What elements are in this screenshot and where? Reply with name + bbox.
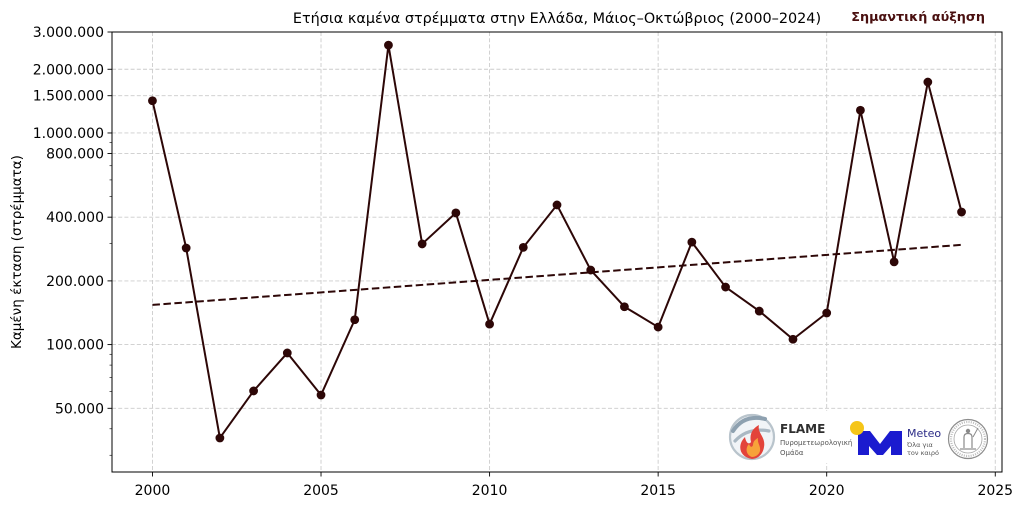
flame-logo-icon (728, 413, 776, 461)
data-point-2002 (215, 433, 225, 443)
y-tick-label: 400.000 (46, 210, 104, 226)
meteo-logo-name: Meteo (907, 427, 941, 440)
data-point-2005 (316, 390, 326, 400)
data-point-2001 (181, 243, 191, 253)
data-point-2000 (148, 96, 157, 106)
x-tick-label: 2020 (809, 483, 845, 499)
trend-line-group (152, 243, 962, 306)
data-point-2003 (249, 386, 258, 396)
data-point-2009 (451, 208, 461, 218)
trend-significance-badge: Σημαντική αύξηση (851, 10, 985, 25)
meteo-logo-tagline-line2: τον καιρό (907, 449, 939, 457)
seal-figure-head (965, 428, 971, 434)
x-tick-label: 2025 (977, 483, 1013, 499)
flame-logo-subtitle-line1: Πυρομετεωρολογική (780, 439, 852, 447)
data-point-2011 (518, 242, 528, 252)
trend-line (152, 243, 962, 306)
flame-logo-wind-arc (733, 428, 771, 443)
flame-logo-fire-core (746, 438, 761, 457)
data-point-2007 (384, 40, 393, 50)
data-point-2019 (788, 334, 798, 344)
logos: FLAME Πυρομετεωρολογική Ομάδα Meteo Όλα … (727, 411, 989, 463)
data-point-2020 (822, 308, 832, 318)
y-tick-label: 1.000.000 (33, 126, 104, 142)
data-point-2018 (754, 306, 764, 316)
y-tick-label: 200.000 (46, 274, 104, 290)
flame-logo: FLAME Πυρομετεωρολογική Ομάδα (727, 411, 852, 463)
data-point-2021 (856, 105, 865, 115)
seal-lettering-ring (949, 420, 987, 458)
meteo-logo-icon (850, 421, 902, 455)
x-tick-label: 2005 (303, 483, 339, 499)
y-tick-label: 1.500.000 (33, 89, 104, 105)
meteo-m-icon (858, 431, 902, 455)
data-point-2008 (417, 239, 427, 249)
flame-logo-subtitle-line2: Ομάδα (780, 449, 804, 457)
seal-figure-staff (972, 427, 979, 438)
data-point-2015 (653, 322, 663, 332)
y-tick-label: 800.000 (46, 146, 104, 162)
meteo-logo-tagline-line1: Όλα για (906, 441, 933, 449)
y-axis: 50.000 100.000 200.000 400.000 800.000 1.000.… (33, 25, 112, 456)
flame-logo-name: FLAME (780, 422, 825, 436)
y-axis-label: Καμένη έκταση (στρέμματα) (9, 155, 25, 349)
burned-area-series (148, 40, 966, 443)
data-point-2012 (552, 200, 562, 210)
data-point-2006 (350, 315, 360, 325)
seal-figure-body (963, 432, 973, 448)
meteo-sun-dot-icon (850, 421, 864, 435)
data-point-2024 (957, 207, 966, 217)
x-tick-label: 2010 (472, 483, 508, 499)
flame-logo-wind-arc (731, 415, 767, 433)
data-point-2004 (282, 348, 292, 358)
x-tick-label: 2015 (640, 483, 676, 499)
data-point-2023 (923, 77, 933, 87)
seal-inner-ring (953, 424, 983, 454)
y-tick-label: 2.000.000 (33, 62, 104, 78)
data-point-2022 (889, 257, 899, 267)
x-axis: 2000 2005 2010 2015 2020 2025 (135, 472, 1013, 499)
data-point-2013 (586, 265, 596, 275)
meteo-logo: Meteo Όλα για τον καιρό (850, 421, 941, 457)
data-point-2014 (620, 302, 629, 312)
data-point-2017 (721, 282, 730, 292)
y-tick-label: 3.000.000 (33, 25, 104, 41)
data-point-2010 (485, 319, 494, 329)
plot-frame (111, 31, 1003, 473)
data-point-2016 (687, 237, 697, 247)
observatory-seal-icon (947, 418, 989, 460)
y-tick-label: 100.000 (46, 338, 104, 354)
x-tick-label: 2000 (135, 483, 171, 499)
y-tick-label: 50.000 (55, 401, 104, 417)
chart-title: Ετήσια καμένα στρέμματα στην Ελλάδα, Μάι… (293, 11, 821, 27)
